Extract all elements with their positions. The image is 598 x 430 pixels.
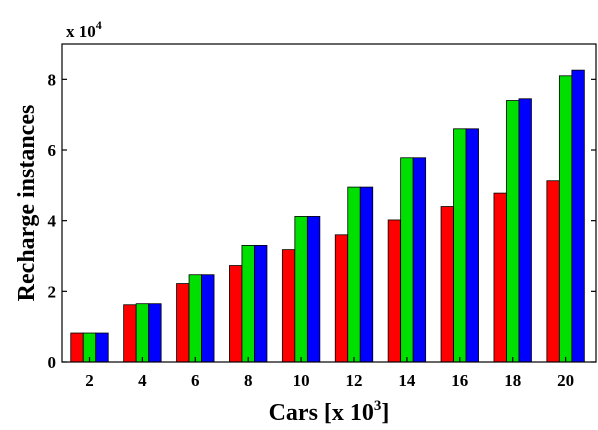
x-tick-label: 20 — [557, 371, 574, 390]
y-axis-label: Recharge instances — [14, 105, 40, 302]
bar-series2-14 — [400, 157, 414, 363]
bar-series2-12 — [347, 186, 361, 363]
bar-series2-4 — [135, 303, 150, 363]
x-axis-label-exponent: 3 — [374, 398, 382, 414]
bar-series1-16 — [440, 206, 454, 363]
bar-group — [70, 69, 585, 363]
plot-frame — [61, 43, 597, 363]
bar-series1-2 — [70, 332, 84, 363]
bar-series3-16 — [465, 128, 479, 363]
bar-series2-18 — [506, 100, 520, 363]
x-axis: 2 4 6 8 10 12 14 16 18 20 — [85, 357, 574, 390]
x-tick-label: 18 — [504, 371, 521, 390]
y-tick-label: 6 — [48, 141, 57, 160]
bar-series3-12 — [359, 186, 374, 363]
x-axis-label: Cars [x 103] — [269, 398, 390, 426]
bar-series1-18 — [493, 192, 507, 363]
bar-series3-2 — [95, 332, 109, 363]
bar-series2-10 — [294, 216, 308, 363]
y-tick-label: 8 — [48, 70, 57, 89]
x-tick-label: 8 — [244, 371, 253, 390]
bar-series1-14 — [387, 219, 402, 363]
y-axis: 0 2 4 6 8 — [48, 70, 596, 372]
bar-series3-4 — [148, 303, 162, 363]
x-tick-label: 2 — [85, 371, 94, 390]
bar-series3-8 — [254, 244, 268, 363]
bar-series1-10 — [281, 249, 296, 363]
x-tick-label: 10 — [293, 371, 310, 390]
y-tick-label: 2 — [48, 282, 57, 301]
x-tick-label: 4 — [138, 371, 147, 390]
bar-series3-14 — [412, 157, 427, 363]
bar-series3-6 — [201, 274, 215, 363]
bar-series2-8 — [241, 244, 255, 363]
x-tick-label: 12 — [346, 371, 363, 390]
y-multiplier-label: x 104 — [66, 18, 102, 41]
x-tick-label: 14 — [398, 371, 416, 390]
bar-series1-4 — [123, 304, 137, 363]
bar-series3-10 — [306, 216, 321, 363]
bar-series1-12 — [334, 234, 349, 363]
bar-series3-18 — [518, 98, 532, 363]
bar-series3-20 — [571, 69, 585, 363]
bar-series1-8 — [229, 265, 243, 363]
bar-series2-20 — [558, 75, 573, 363]
bar-series1-20 — [546, 180, 560, 363]
y-tick-label: 0 — [48, 353, 57, 372]
x-tick-label: 16 — [451, 371, 468, 390]
bar-series1-6 — [176, 283, 190, 363]
x-tick-label: 6 — [191, 371, 200, 390]
bar-series2-16 — [453, 128, 467, 363]
bar-series2-6 — [188, 274, 202, 363]
y-tick-label: 4 — [48, 212, 57, 231]
y-multiplier-exponent: 4 — [96, 18, 102, 32]
